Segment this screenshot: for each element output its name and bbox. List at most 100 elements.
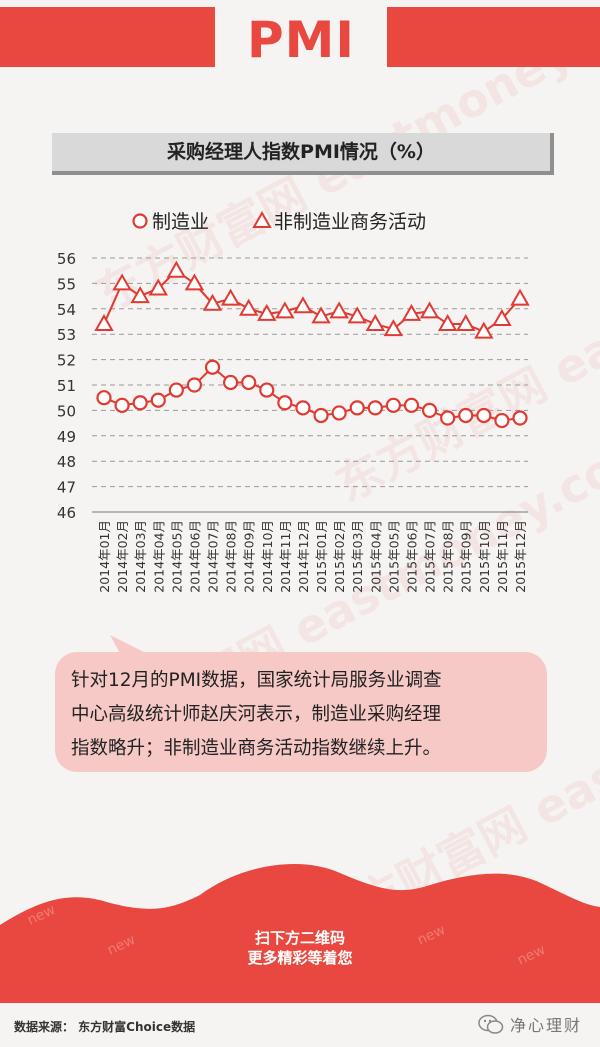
callout-line: 针对12月的PMI数据，国家统计局服务业调查	[71, 670, 442, 691]
chart-heading: 采购经理人指数PMI情况（%）	[52, 133, 554, 175]
data-point	[421, 402, 438, 418]
y-tick-label: 56	[57, 250, 76, 268]
y-tick-label: 50	[57, 402, 76, 420]
x-tick-label: 2014年01月	[97, 520, 112, 593]
y-tick-label: 49	[57, 428, 76, 446]
data-point	[168, 382, 184, 398]
brand: 净心理财	[478, 1012, 582, 1036]
x-tick-label: 2015年04月	[368, 520, 383, 593]
legend-marker	[252, 210, 272, 228]
legend-label: 非制造业商务活动	[274, 211, 426, 233]
data-point	[365, 314, 386, 332]
data-point	[130, 286, 150, 304]
y-tick-label: 52	[57, 352, 76, 370]
data-point	[275, 301, 295, 319]
data-point	[293, 296, 313, 314]
data-point	[204, 359, 221, 375]
data-point	[331, 405, 347, 421]
data-point	[512, 410, 528, 426]
wechat-icon	[478, 1014, 504, 1034]
x-tick-label: 2014年04月	[151, 520, 166, 593]
data-point	[311, 306, 331, 324]
data-point	[132, 395, 148, 411]
brand-name: 净心理财	[510, 1016, 583, 1035]
data-point	[241, 374, 257, 391]
x-tick-label: 2015年09月	[459, 520, 474, 593]
callout-line: 中心高级统计师赵庆河表示，制造业采购经理	[71, 704, 442, 725]
data-point	[474, 321, 494, 339]
header-banner-left	[0, 7, 215, 67]
data-point	[440, 410, 456, 426]
data-point	[367, 400, 383, 416]
data-point	[385, 397, 401, 413]
data-point	[186, 377, 203, 393]
commentary-callout: 针对12月的PMI数据，国家统计局服务业调查 中心高级统计师赵庆河表示，制造业采…	[55, 652, 547, 772]
x-tick-label: 2015年08月	[441, 520, 456, 593]
x-tick-label: 2014年10月	[260, 520, 275, 593]
data-point	[437, 314, 458, 332]
x-tick-label: 2014年08月	[224, 520, 239, 593]
y-tick-label: 54	[57, 301, 76, 319]
data-point	[96, 390, 112, 406]
data-point	[112, 273, 132, 291]
data-point	[166, 260, 187, 278]
qr-line2: 更多精彩等着您	[247, 949, 353, 967]
data-point	[220, 288, 241, 306]
x-tick-label: 2014年02月	[115, 520, 130, 593]
x-tick-label: 2014年09月	[242, 520, 257, 593]
data-point	[456, 314, 476, 332]
page-title: PMI	[246, 11, 355, 69]
data-point	[277, 395, 293, 411]
data-point	[329, 301, 349, 319]
x-tick-label: 2015年12月	[513, 520, 528, 593]
data-point	[148, 278, 168, 296]
x-tick-label: 2015年06月	[404, 520, 419, 593]
data-point	[295, 400, 311, 416]
header-banner-right	[387, 7, 600, 67]
data-point	[257, 303, 277, 321]
data-point	[476, 407, 492, 424]
data-point	[458, 407, 474, 424]
data-point	[313, 407, 329, 424]
y-tick-label: 55	[57, 275, 76, 293]
x-tick-label: 2014年12月	[296, 520, 311, 593]
data-point	[94, 314, 114, 332]
data-point	[238, 298, 259, 316]
data-point	[347, 306, 367, 324]
y-tick-label: 48	[57, 453, 76, 471]
data-point	[184, 273, 205, 291]
data-point	[150, 392, 166, 408]
data-point	[492, 308, 512, 326]
x-tick-label: 2015年07月	[423, 520, 438, 593]
x-tick-label: 2015年02月	[332, 520, 347, 593]
bottom-wave: new new new new	[0, 864, 600, 1005]
data-point	[349, 400, 365, 416]
x-tick-label: 2014年07月	[206, 520, 221, 593]
data-point	[202, 293, 223, 311]
data-point	[403, 397, 420, 413]
data-point	[494, 412, 510, 429]
x-tick-label: 2015年10月	[477, 520, 492, 593]
y-tick-label: 47	[57, 479, 76, 497]
legend-marker	[132, 213, 148, 229]
data-point	[419, 301, 440, 319]
y-tick-label: 46	[57, 504, 76, 522]
callout-line: 指数略升；非制造业商务活动指数继续上升。	[71, 738, 442, 759]
x-tick-label: 2015年03月	[350, 520, 365, 593]
x-tick-label: 2014年05月	[169, 520, 184, 593]
data-point	[383, 319, 404, 337]
series-line	[103, 365, 521, 422]
x-tick-label: 2014年03月	[133, 520, 148, 593]
y-tick-label: 51	[57, 377, 76, 395]
data-point	[259, 382, 275, 398]
data-source: 数据来源： 东方财富Choice数据	[14, 1020, 196, 1034]
data-point	[510, 288, 530, 306]
qr-prompt: 扫下方二维码 更多精彩等着您	[0, 928, 600, 968]
x-tick-label: 2014年11月	[278, 520, 293, 593]
qr-line1: 扫下方二维码	[254, 929, 345, 947]
data-point	[223, 374, 239, 391]
data-point	[114, 397, 130, 413]
x-tick-label: 2015年01月	[314, 520, 329, 593]
legend-label: 制造业	[152, 211, 209, 233]
